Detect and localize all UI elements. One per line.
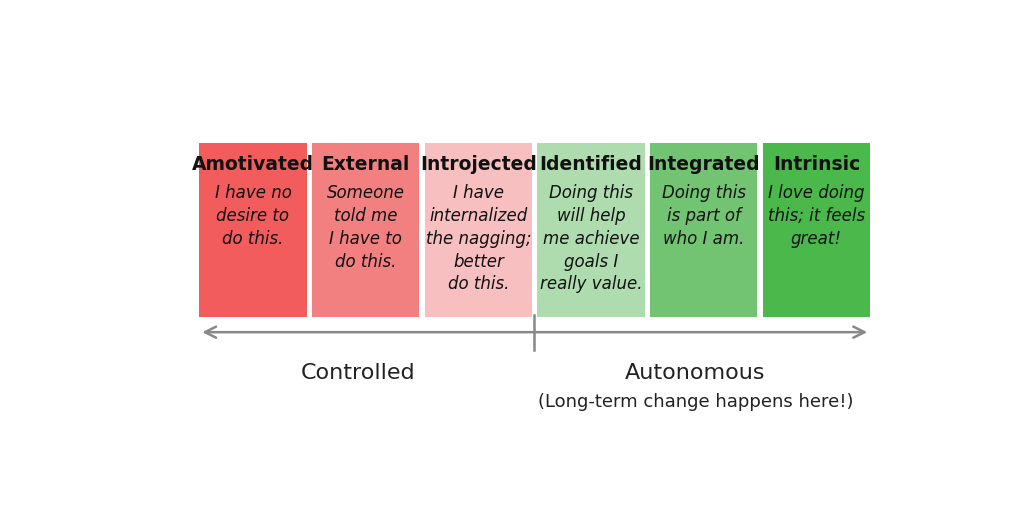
Text: Controlled: Controlled <box>301 363 416 383</box>
Text: Intrinsic: Intrinsic <box>773 155 860 173</box>
Text: Identified: Identified <box>540 155 642 173</box>
Text: Amotivated: Amotivated <box>191 155 314 173</box>
Text: (Long-term change happens here!): (Long-term change happens here!) <box>538 393 853 412</box>
Text: Introjected: Introjected <box>420 155 537 173</box>
FancyBboxPatch shape <box>763 143 870 316</box>
Text: Autonomous: Autonomous <box>626 363 766 383</box>
Text: External: External <box>322 155 410 173</box>
Text: I have no
desire to
do this.: I have no desire to do this. <box>215 184 292 247</box>
Text: I love doing
this; it feels
great!: I love doing this; it feels great! <box>768 184 865 247</box>
Text: Integrated: Integrated <box>647 155 760 173</box>
FancyBboxPatch shape <box>425 143 531 316</box>
Text: Someone
told me
I have to
do this.: Someone told me I have to do this. <box>327 184 404 271</box>
FancyBboxPatch shape <box>538 143 645 316</box>
FancyBboxPatch shape <box>200 143 306 316</box>
FancyBboxPatch shape <box>650 143 758 316</box>
Text: Doing this
will help
me achieve
goals I
really value.: Doing this will help me achieve goals I … <box>540 184 642 294</box>
Text: I have
internalized
the nagging;
better
do this.: I have internalized the nagging; better … <box>426 184 531 294</box>
Text: Doing this
is part of
who I am.: Doing this is part of who I am. <box>662 184 745 247</box>
FancyBboxPatch shape <box>312 143 419 316</box>
